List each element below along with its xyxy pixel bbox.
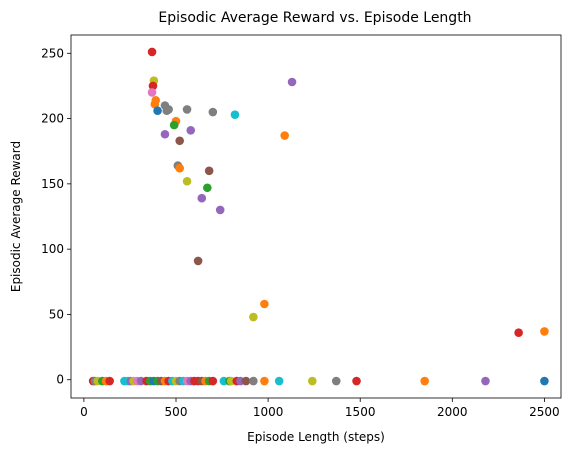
data-point [241, 376, 251, 386]
data-point [308, 376, 317, 386]
data-point [260, 376, 269, 386]
data-point [540, 327, 549, 336]
data-point [249, 376, 258, 386]
data-point [514, 328, 523, 338]
data-point [193, 256, 203, 266]
data-point [331, 376, 341, 386]
data-point [274, 376, 284, 386]
y-tick-label: 50 [49, 307, 64, 321]
x-axis-ticks: 0 500 1000 1500 2000 2500 [80, 398, 560, 419]
data-point [287, 77, 297, 87]
data-point [280, 131, 289, 140]
data-point [260, 299, 269, 309]
y-axis-ticks: 0 50 100 150 200 250 [41, 46, 71, 387]
y-tick-label: 200 [41, 112, 64, 126]
data-point [420, 376, 429, 386]
data-point [230, 110, 240, 119]
x-axis-label: Episode Length (steps) [247, 430, 385, 444]
x-tick-label: 500 [165, 405, 188, 419]
data-point [148, 81, 158, 91]
x-tick-label: 0 [80, 405, 88, 419]
data-point [175, 136, 184, 146]
data-point [215, 205, 225, 215]
plot-area [70, 34, 562, 399]
chart-title: Episodic Average Reward vs. Episode Leng… [158, 10, 471, 26]
data-point [481, 376, 490, 386]
data-point [169, 120, 179, 130]
data-point [175, 163, 184, 173]
data-point [208, 376, 218, 386]
data-point [182, 176, 192, 186]
data-point [249, 312, 258, 322]
y-axis-label: Episodic Average Reward [9, 141, 23, 292]
data-point [186, 126, 196, 135]
data-point [204, 166, 214, 176]
data-point [203, 183, 212, 193]
y-tick-label: 100 [41, 242, 64, 256]
y-tick-label: 0 [56, 373, 64, 387]
data-point [147, 47, 157, 57]
data-point [182, 105, 192, 114]
data-point [197, 193, 207, 203]
y-tick-label: 150 [41, 177, 64, 191]
data-point [153, 106, 162, 116]
data-point [105, 376, 114, 386]
data-point [147, 88, 157, 97]
data-point [540, 376, 549, 386]
x-tick-label: 1000 [253, 405, 284, 419]
data-points [88, 47, 549, 386]
data-point [160, 129, 170, 139]
x-tick-label: 2500 [529, 405, 560, 419]
x-tick-label: 1500 [345, 405, 376, 419]
data-point [162, 106, 172, 116]
data-point [208, 107, 218, 117]
x-tick-label: 2000 [437, 405, 468, 419]
y-tick-label: 250 [41, 46, 64, 60]
data-point [150, 99, 160, 109]
data-point [352, 376, 361, 386]
